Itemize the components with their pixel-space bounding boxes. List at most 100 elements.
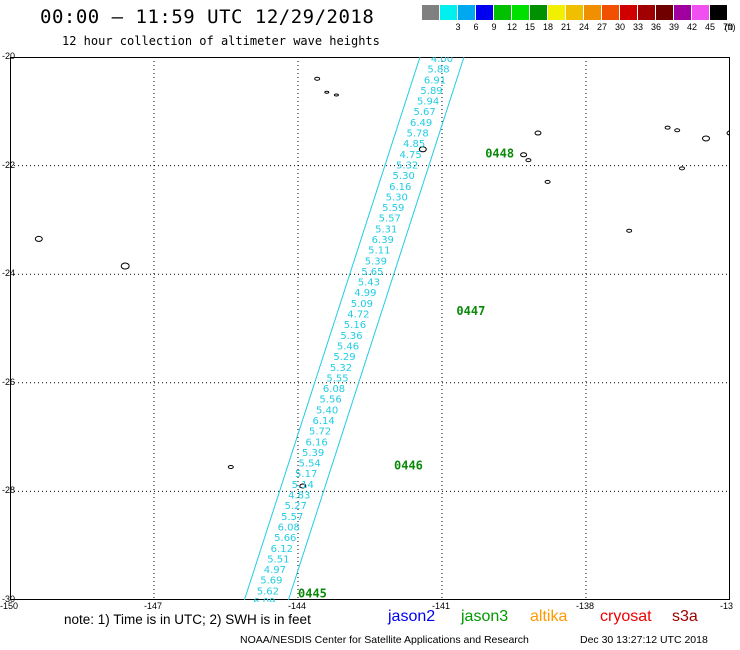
pass-label: 0445 <box>298 586 327 600</box>
legend-unit: (ft) <box>724 22 736 32</box>
map-title: 00:00 – 11:59 UTC 12/29/2018 <box>40 6 375 28</box>
altimeter-map: 4.005.886.915.895.945.676.495.784.854.75… <box>10 57 730 602</box>
map-border <box>10 57 730 600</box>
wave-height-label: 5.67 <box>413 107 435 118</box>
wave-height-label: 5.43 <box>358 278 380 289</box>
legend-label: 15 <box>524 22 535 32</box>
legend-label: 70 <box>722 22 733 32</box>
wave-height-label: 5.11 <box>368 246 390 257</box>
track-edge-right <box>287 57 465 601</box>
legend-label: 45 <box>704 22 715 32</box>
wave-height-label: 6.16 <box>306 437 328 448</box>
island <box>626 228 633 233</box>
island <box>679 166 685 171</box>
wave-height-label: 5.17 <box>295 469 317 480</box>
legend-label: 42 <box>686 22 697 32</box>
longitude-tick-label: -147 <box>144 601 163 611</box>
island <box>702 135 710 142</box>
legend-label: 12 <box>506 22 517 32</box>
wave-height-label: 5.32 <box>330 363 352 374</box>
wave-height-label: 5.66 <box>274 533 296 544</box>
legend-swatch <box>710 5 727 20</box>
wave-height-label: 6.09 <box>253 597 275 602</box>
legend-label: 21 <box>560 22 571 32</box>
wave-height-label: 5.32 <box>396 160 418 171</box>
island <box>120 262 130 270</box>
legend-swatch <box>602 5 619 20</box>
island <box>418 146 427 153</box>
wave-height-label: 5.55 <box>326 373 348 384</box>
wave-height-label: 4.97 <box>264 565 286 576</box>
wave-height-label: 6.91 <box>424 75 446 86</box>
wave-height-label: 4.72 <box>347 310 369 321</box>
legend-label: 39 <box>668 22 679 32</box>
legend-swatch <box>674 5 691 20</box>
legend-swatch <box>530 5 547 20</box>
legend-label: 24 <box>578 22 589 32</box>
legend-swatch <box>512 5 529 20</box>
island <box>534 130 542 136</box>
island <box>664 125 671 130</box>
wave-height-label: 5.57 <box>281 512 303 523</box>
satellite-label: cryosat <box>600 608 652 625</box>
legend-label: 27 <box>596 22 607 32</box>
wave-height-label: 5.72 <box>309 427 331 438</box>
pass-label: 0447 <box>456 304 485 318</box>
wave-height-label: 6.08 <box>323 384 345 395</box>
longitude-tick-label: -144 <box>288 601 307 611</box>
wave-height-label: 5.36 <box>340 331 362 342</box>
wave-height-label: 6.49 <box>410 118 432 129</box>
wave-height-label: 5.29 <box>333 352 355 363</box>
legend-swatch <box>692 5 709 20</box>
legend-swatch <box>584 5 601 20</box>
wave-height-label: 5.14 <box>292 480 314 491</box>
wave-height-label: 5.27 <box>285 501 307 512</box>
legend-label: 33 <box>632 22 643 32</box>
island <box>726 130 730 136</box>
wave-height-label: 4.75 <box>400 150 422 161</box>
legend-label: 30 <box>614 22 625 32</box>
island <box>525 158 532 163</box>
wave-height-label: 5.65 <box>361 267 383 278</box>
legend-swatch <box>548 5 565 20</box>
pass-label: 0448 <box>485 146 514 160</box>
latitude-tick-label: -22 <box>2 159 16 170</box>
longitude-tick-label: -141 <box>432 601 451 611</box>
wave-height-label: 6.12 <box>271 544 293 555</box>
wave-height-label: 5.16 <box>344 320 366 331</box>
wave-height-label: 5.30 <box>386 192 408 203</box>
wave-height-label: 5.09 <box>351 299 373 310</box>
legend-label: 9 <box>491 22 497 32</box>
wave-height-label: 6.16 <box>389 182 411 193</box>
legend-swatch <box>656 5 673 20</box>
legend-swatch <box>620 5 637 20</box>
wave-height-label: 5.62 <box>257 586 279 597</box>
wave-height-label: 5.94 <box>417 97 439 108</box>
credit-text: NOAA/NESDIS Center for Satellite Applica… <box>240 634 529 646</box>
island <box>227 464 234 469</box>
latitude-tick-label: -30 <box>2 594 16 604</box>
track-edge-left <box>243 57 421 601</box>
longitude-tick-label: -150 <box>0 601 19 611</box>
wave-height-label: 5.54 <box>299 459 321 470</box>
island <box>314 76 321 81</box>
wave-height-label: 5.69 <box>260 576 282 587</box>
legend-swatch <box>422 5 439 20</box>
wave-height-label: 5.51 <box>267 554 289 565</box>
footer-note: note: 1) Time is in UTC; 2) SWH is in fe… <box>64 612 311 627</box>
wave-height-label: 5.57 <box>379 214 401 225</box>
longitude-tick-label: -138 <box>576 601 595 611</box>
legend-label: 6 <box>473 22 479 32</box>
legend-label: 18 <box>542 22 553 32</box>
wave-height-label: 5.39 <box>302 448 324 459</box>
wave-height-label: 5.89 <box>420 86 442 97</box>
satellite-label: jason2 <box>388 608 436 625</box>
wave-height-label: 5.40 <box>316 405 338 416</box>
timestamp: Dec 30 13:27:12 UTC 2018 <box>580 634 708 646</box>
latitude-tick-label: -28 <box>2 485 16 496</box>
island <box>674 128 681 133</box>
latitude-tick-label: -24 <box>2 268 16 279</box>
island <box>520 152 528 158</box>
wave-height-legend: 3 6 9 12 15 18 21 24 27 30 33 36 39 42 45 70 (ft) <box>422 5 736 35</box>
wave-height-label: 5.31 <box>375 224 397 235</box>
